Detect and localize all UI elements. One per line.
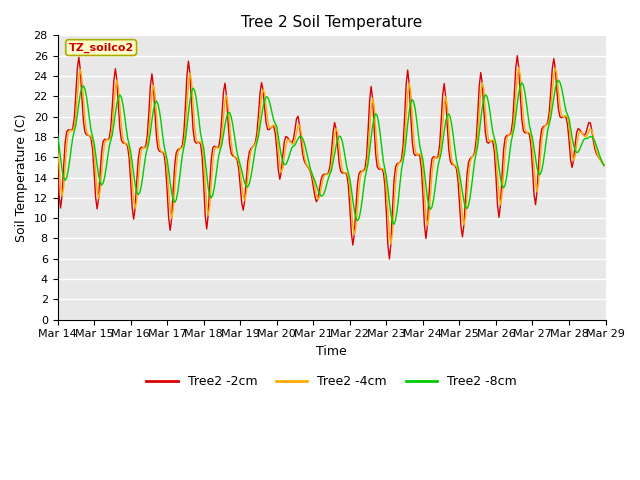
Text: TZ_soilco2: TZ_soilco2 <box>68 42 134 53</box>
Legend: Tree2 -2cm, Tree2 -4cm, Tree2 -8cm: Tree2 -2cm, Tree2 -4cm, Tree2 -8cm <box>141 370 522 393</box>
X-axis label: Time: Time <box>316 345 347 358</box>
Y-axis label: Soil Temperature (C): Soil Temperature (C) <box>15 113 28 242</box>
Title: Tree 2 Soil Temperature: Tree 2 Soil Temperature <box>241 15 422 30</box>
